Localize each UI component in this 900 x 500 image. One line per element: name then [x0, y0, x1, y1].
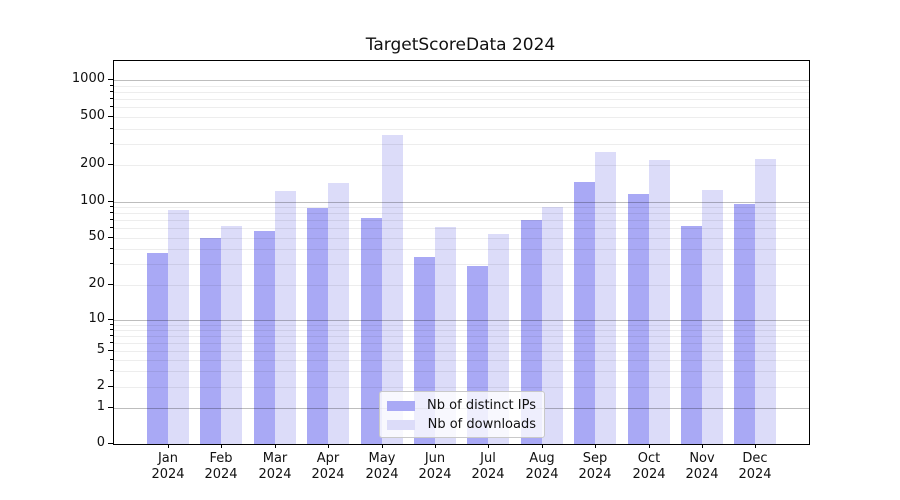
- y-tick-label: 10: [88, 311, 105, 326]
- y-minor-tick: [110, 335, 113, 336]
- y-tick: [108, 79, 113, 80]
- legend-item-downloads: Nb of downloads: [387, 416, 536, 433]
- y-tick: [108, 386, 113, 387]
- bar-distinct-ips-sep: [574, 182, 595, 444]
- x-tick: [435, 444, 436, 448]
- bar-downloads-dec: [755, 159, 776, 444]
- y-tick: [108, 284, 113, 285]
- y-minor-tick: [110, 370, 113, 371]
- bar-downloads-feb: [221, 226, 242, 444]
- legend-item-distinct-ips: Nb of distinct IPs: [387, 397, 536, 414]
- x-tick-label: Jan 2024: [151, 451, 185, 482]
- x-tick: [488, 444, 489, 448]
- chart-title: TargetScoreData 2024: [365, 35, 556, 55]
- plot-area: [113, 60, 810, 445]
- x-tick-label: Jul 2024: [471, 451, 505, 482]
- y-tick: [108, 319, 113, 320]
- x-tick: [702, 444, 703, 448]
- bar-downloads-aug: [542, 207, 563, 444]
- x-tick-label: Oct 2024: [632, 451, 666, 482]
- x-tick: [382, 444, 383, 448]
- x-tick-label: Sep 2024: [578, 451, 612, 482]
- y-tick: [108, 237, 113, 238]
- y-tick-label: 100: [80, 193, 105, 208]
- bar-distinct-ips-jan: [147, 253, 168, 444]
- x-tick: [275, 444, 276, 448]
- y-minor-tick: [110, 106, 113, 107]
- y-minor-tick: [110, 85, 113, 86]
- y-tick-label: 500: [80, 108, 105, 123]
- y-tick-label: 20: [88, 276, 105, 291]
- y-minor-tick: [110, 342, 113, 343]
- bar-distinct-ips-dec: [734, 204, 755, 444]
- x-tick-label: Dec 2024: [738, 451, 772, 482]
- x-tick-label: Feb 2024: [204, 451, 238, 482]
- y-minor-tick: [110, 206, 113, 207]
- y-minor-tick: [110, 248, 113, 249]
- x-tick: [221, 444, 222, 448]
- x-tick-label: Mar 2024: [258, 451, 292, 482]
- bar-downloads-oct: [649, 160, 670, 444]
- y-tick: [108, 116, 113, 117]
- x-tick-label: Aug 2024: [525, 451, 559, 482]
- y-minor-tick: [110, 98, 113, 99]
- bar-distinct-ips-apr: [307, 208, 328, 444]
- legend-swatch-downloads: [387, 419, 415, 430]
- y-minor-tick: [110, 219, 113, 220]
- bar-downloads-mar: [275, 191, 296, 444]
- legend-label-downloads: Nb of downloads: [427, 417, 536, 432]
- y-minor-tick: [110, 324, 113, 325]
- y-minor-tick: [110, 227, 113, 228]
- y-minor-tick: [110, 128, 113, 129]
- y-tick: [108, 350, 113, 351]
- legend-swatch-distinct-ips: [387, 400, 415, 411]
- y-tick: [108, 443, 113, 444]
- y-tick-label: 2: [96, 378, 105, 393]
- x-tick: [328, 444, 329, 448]
- y-minor-tick: [110, 212, 113, 213]
- bar-downloads-apr: [328, 183, 349, 444]
- bar-downloads-may: [382, 135, 403, 444]
- bar-downloads-sep: [595, 152, 616, 444]
- y-tick: [108, 201, 113, 202]
- x-tick: [595, 444, 596, 448]
- bar-downloads-nov: [702, 190, 723, 444]
- bar-distinct-ips-aug: [521, 220, 542, 444]
- y-tick: [108, 407, 113, 408]
- x-tick-label: May 2024: [365, 451, 399, 482]
- bars-layer: [114, 61, 809, 444]
- bar-downloads-jun: [435, 227, 456, 444]
- y-minor-tick: [110, 329, 113, 330]
- legend-label-distinct-ips: Nb of distinct IPs: [427, 398, 536, 413]
- x-tick-label: Nov 2024: [685, 451, 719, 482]
- bar-distinct-ips-oct: [628, 194, 649, 444]
- x-tick: [755, 444, 756, 448]
- x-tick: [168, 444, 169, 448]
- bar-distinct-ips-feb: [200, 238, 221, 444]
- y-minor-tick: [110, 263, 113, 264]
- x-tick-label: Apr 2024: [311, 451, 345, 482]
- x-tick: [649, 444, 650, 448]
- y-tick-label: 5: [96, 342, 105, 357]
- y-minor-tick: [110, 359, 113, 360]
- y-tick-label: 1: [96, 399, 105, 414]
- y-tick-label: 200: [80, 156, 105, 171]
- x-tick-label: Jun 2024: [418, 451, 452, 482]
- y-tick-label: 1000: [71, 71, 105, 86]
- bar-distinct-ips-mar: [254, 231, 275, 444]
- bar-distinct-ips-nov: [681, 226, 702, 444]
- y-minor-tick: [110, 143, 113, 144]
- bar-downloads-jan: [168, 210, 189, 444]
- y-minor-tick: [110, 91, 113, 92]
- y-tick-label: 0: [96, 435, 105, 450]
- y-tick-label: 50: [88, 229, 105, 244]
- y-tick: [108, 164, 113, 165]
- bar-distinct-ips-may: [361, 218, 382, 444]
- legend: Nb of distinct IPs Nb of downloads: [379, 391, 545, 438]
- x-tick: [542, 444, 543, 448]
